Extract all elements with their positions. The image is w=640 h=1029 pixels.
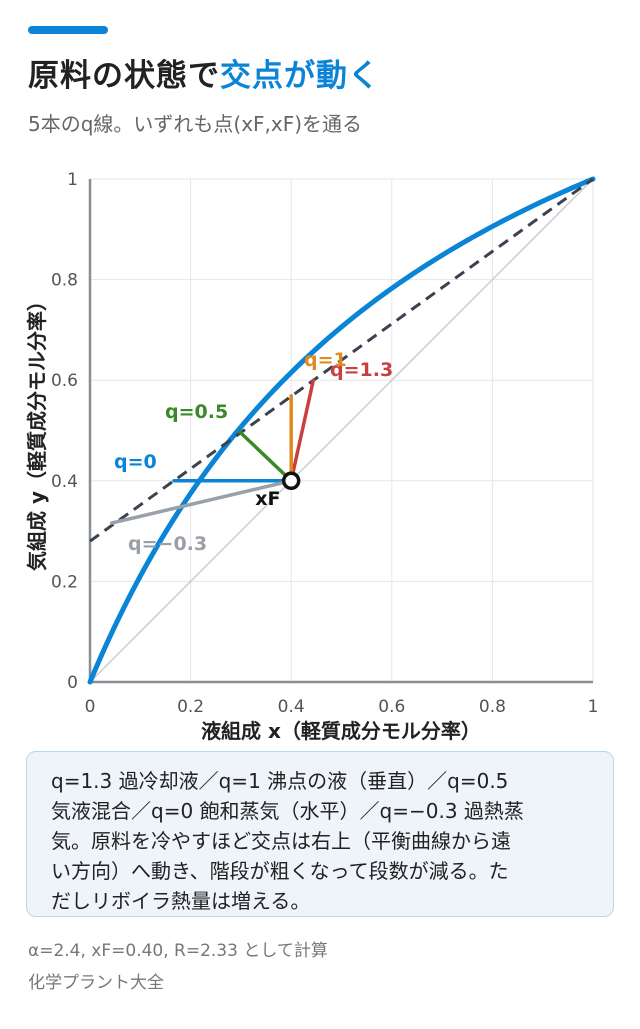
x-tick-label: 0.2 xyxy=(177,697,204,717)
note-line: だしリボイラ熱量は増える。 xyxy=(51,889,311,913)
q-line-label: q=0 xyxy=(114,451,157,473)
y-axis-label: 気組成 y（軽質成分モル分率） xyxy=(25,291,49,571)
chart-q-lines xyxy=(109,378,316,525)
q-line xyxy=(238,430,293,483)
source-credit: 化学プラント大全 xyxy=(28,973,164,993)
note-line: q=1.3 過冷却液／q=1 沸点の液（垂直）／q=0.5 xyxy=(51,769,509,793)
diagonal-line xyxy=(89,178,594,683)
title-highlight: 交点が動く xyxy=(220,58,380,94)
chart-series xyxy=(87,176,596,685)
q-line xyxy=(109,479,293,525)
x-tick-label: 0.6 xyxy=(378,697,405,717)
x-axis-label: 液組成 x（軽質成分モル分率） xyxy=(201,719,481,743)
y-tick-label: 0.4 xyxy=(51,472,78,492)
chart-tick-labels: 0 0.2 0.4 0.6 0.8 1 0 0.2 0.4 0.6 0.8 1 xyxy=(51,170,598,717)
q-line-label: q=0.5 xyxy=(165,401,228,423)
q-line-label: q=1.3 xyxy=(330,359,393,381)
note-line: 気。原料を冷やすほど交点は右上（平衡曲線から遠 xyxy=(51,829,511,853)
title-main: 原料の状態で xyxy=(28,58,220,94)
x-tick-label: 0.4 xyxy=(278,697,305,717)
feed-point-marker xyxy=(281,471,301,491)
x-tick-label: 1 xyxy=(588,697,599,717)
y-tick-label: 1 xyxy=(67,170,78,190)
q-line-label: q=−0.3 xyxy=(128,533,207,555)
chart-q-labels: q=1.3q=1 q=0.5 q=0 q=−0.3 xF xyxy=(114,349,393,555)
note-line: 気液混合／q=0 飽和蒸気（水平）／q=−0.3 過熱蒸 xyxy=(51,799,524,823)
equilibrium-curve xyxy=(87,176,596,685)
page-subtitle: 5本のq線。いずれも点(xF,xF)を通る xyxy=(28,112,363,136)
note-line: い方向）へ動き、階段が粗くなって段数が減る。た xyxy=(51,859,509,883)
y-tick-label: 0.2 xyxy=(51,572,78,592)
feed-point-label: xF xyxy=(255,488,280,510)
x-tick-label: 0.8 xyxy=(479,697,506,717)
accent-bar xyxy=(28,26,108,34)
calculation-note: α=2.4, xF=0.40, R=2.33 として計算 xyxy=(28,941,328,961)
y-tick-label: 0.8 xyxy=(51,271,78,291)
x-tick-label: 0 xyxy=(85,697,96,717)
q-line xyxy=(289,378,316,483)
q-line-label: q=1 xyxy=(304,349,347,371)
explanation-note: q=1.3 過冷却液／q=1 沸点の液（垂直）／q=0.5 気液混合／q=0 飽… xyxy=(26,751,614,917)
page-title: 原料の状態で交点が動く xyxy=(28,50,380,95)
y-tick-label: 0 xyxy=(67,673,78,693)
chart-axes xyxy=(88,179,593,684)
mccabe-thiele-chart: 0 0.2 0.4 0.6 0.8 1 0 0.2 0.4 0.6 0.8 1 q=1.3q=1 q=0… xyxy=(25,170,598,743)
y-tick-label: 0.6 xyxy=(51,371,78,391)
operating-line xyxy=(89,177,594,543)
